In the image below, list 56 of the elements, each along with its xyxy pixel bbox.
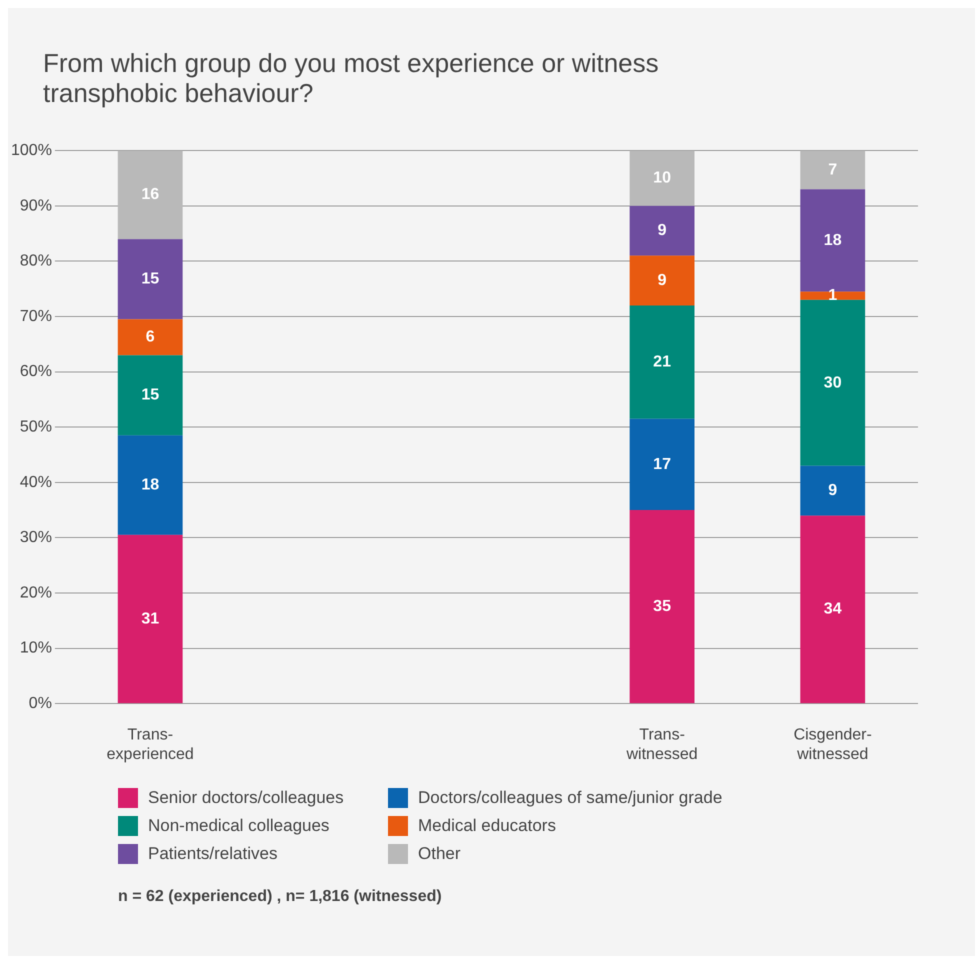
x-tick-label: Cisgender- witnessed [794, 726, 872, 763]
data-label: 6 [146, 328, 155, 346]
data-label: 18 [824, 232, 842, 249]
data-label: 9 [828, 482, 838, 500]
legend-label: Patients/relatives [147, 844, 278, 864]
bar [118, 319, 183, 356]
data-label: 9 [658, 272, 667, 289]
bar [630, 305, 694, 419]
data-label: 15 [141, 270, 160, 288]
bar [800, 150, 866, 190]
y-tick-label: 10% [20, 640, 52, 657]
y-tick-label: 30% [20, 529, 52, 546]
y-tick-label: 80% [20, 252, 52, 270]
bar [118, 534, 183, 704]
y-tick-label: 20% [20, 584, 52, 602]
bar [800, 466, 866, 516]
y-tick-label: 60% [20, 363, 52, 380]
bar [630, 510, 694, 704]
y-tick-label: 0% [28, 695, 52, 712]
data-label: 1 [828, 287, 838, 304]
chart-title: From which group do you most experience or witness transphobic behaviour? [43, 48, 660, 108]
y-tick-label: 40% [20, 474, 52, 491]
legend-label: Non-medical colleagues [147, 816, 330, 836]
data-label: 9 [658, 222, 667, 240]
x-tick-label: Trans- experienced [106, 726, 194, 763]
y-tick-label: 50% [20, 418, 52, 436]
bar [118, 435, 183, 535]
bar [118, 239, 183, 320]
y-tick-label: 90% [20, 197, 52, 214]
data-label: 31 [141, 610, 160, 628]
legend-label: Other [417, 844, 462, 864]
x-tick-label: Trans- witnessed [626, 726, 698, 763]
data-label: 30 [824, 374, 842, 392]
bar [800, 516, 866, 704]
data-label: 21 [653, 354, 672, 371]
legend-label: Doctors/colleagues of same/junior grade [417, 788, 724, 808]
data-label: 34 [824, 600, 842, 618]
y-tick-label: 70% [20, 308, 52, 325]
bar [630, 206, 694, 256]
text: n = 62 (experienced) , n= 1,816 (witnessed) [118, 888, 443, 906]
bar [630, 150, 694, 206]
legend-label: Medical educators [417, 816, 557, 836]
data-label: 35 [653, 598, 672, 615]
bar [630, 418, 694, 510]
data-label: 10 [653, 170, 672, 187]
data-label: 18 [141, 476, 160, 494]
data-label: 16 [141, 186, 160, 204]
bar [800, 300, 866, 466]
y-tick-label: 100% [11, 142, 52, 160]
bar [630, 256, 694, 306]
bar [118, 150, 183, 240]
legend-label: Senior doctors/colleagues [147, 788, 345, 808]
data-label: 7 [828, 161, 838, 178]
data-label: 17 [653, 456, 672, 473]
data-label: 15 [141, 386, 160, 404]
bar [118, 355, 183, 436]
